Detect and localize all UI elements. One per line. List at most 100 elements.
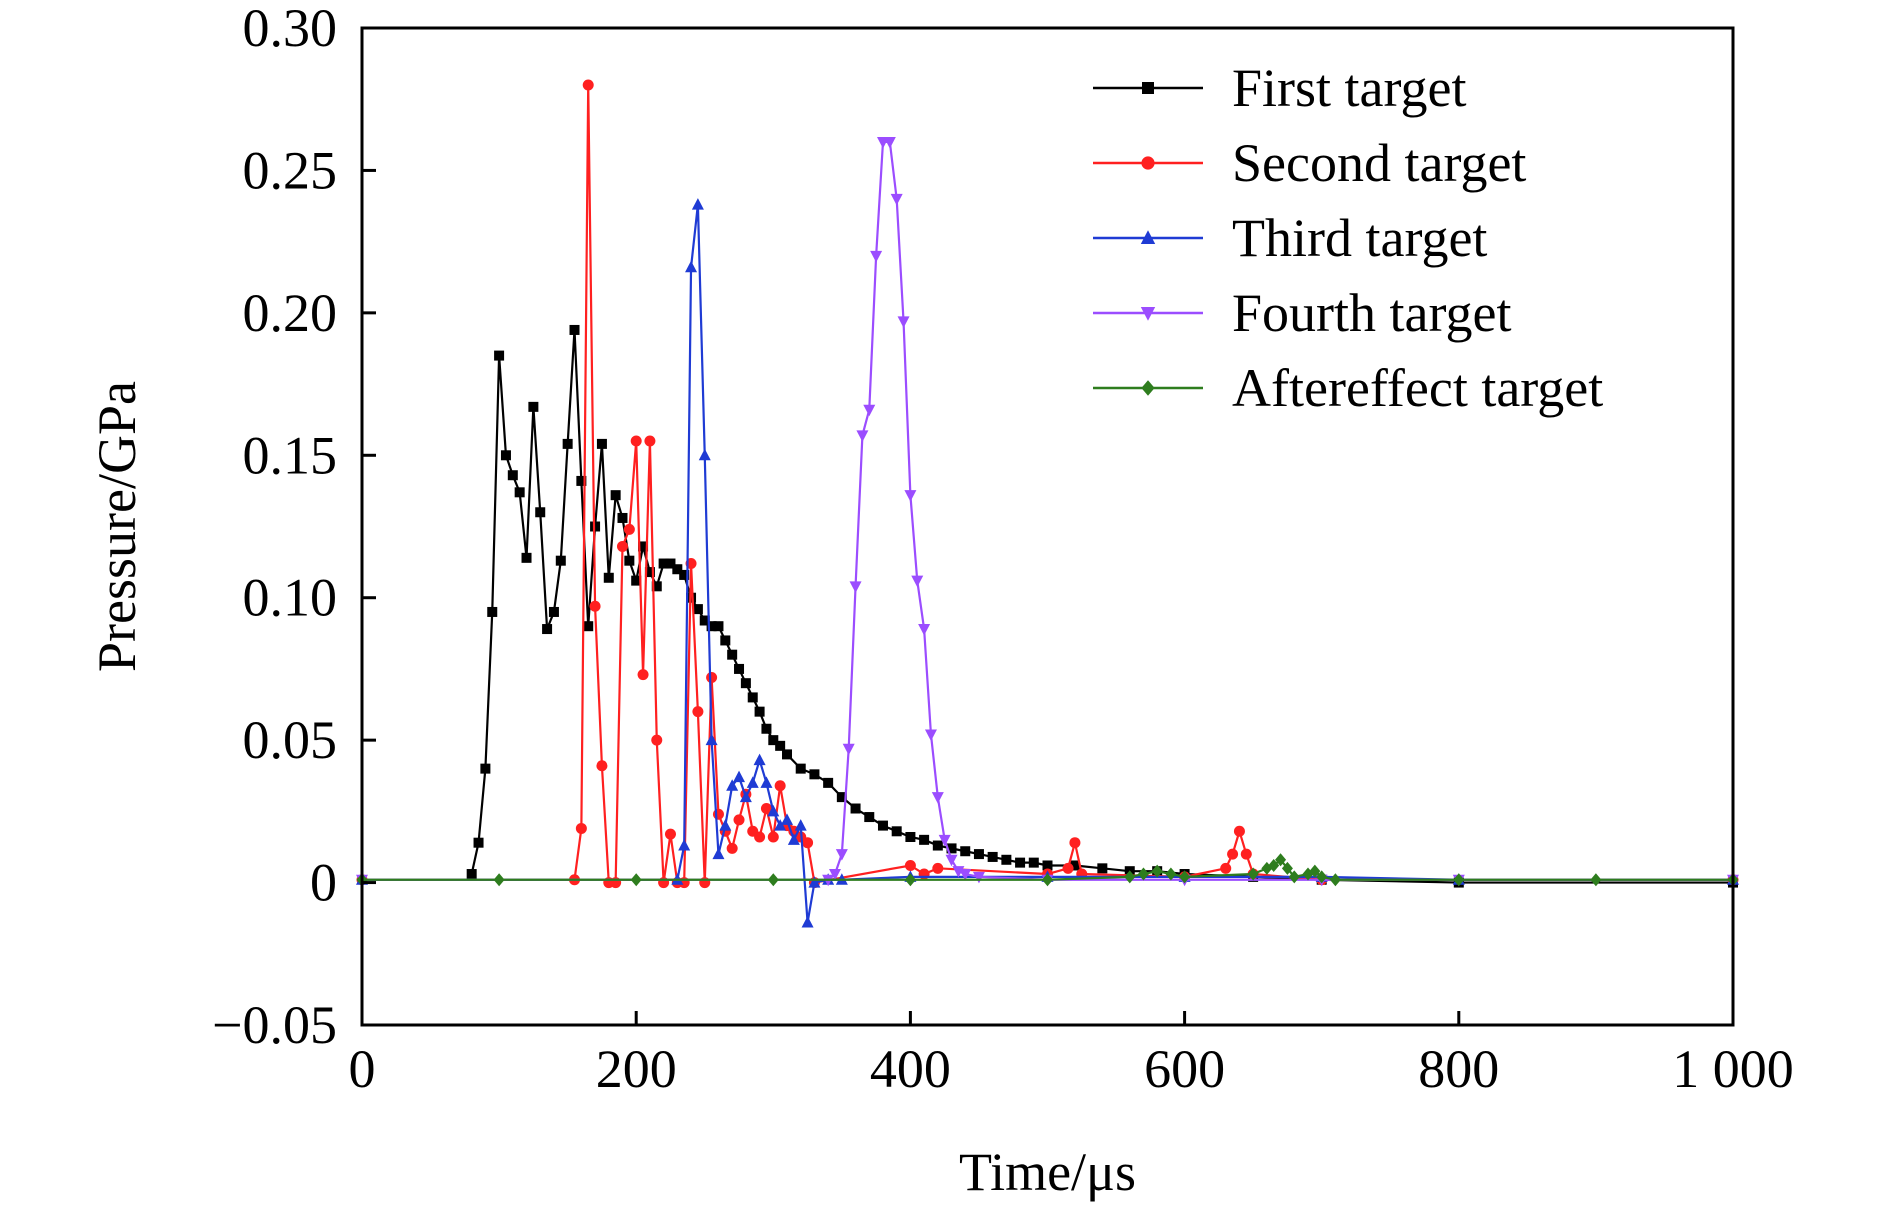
x-tick-label: 1 000 xyxy=(1672,1039,1794,1099)
data-point-first-target xyxy=(576,475,587,486)
y-axis-label: Pressure/GPa xyxy=(87,381,147,672)
data-point-third-target xyxy=(801,915,814,928)
data-point-first-target xyxy=(679,569,690,580)
y-tick-label: 0.20 xyxy=(243,283,338,343)
data-point-first-target xyxy=(1001,854,1012,865)
data-point-fourth-target xyxy=(918,624,931,636)
data-point-third-target xyxy=(767,804,780,817)
data-point-first-target xyxy=(850,803,861,814)
data-point-first-target xyxy=(521,552,532,563)
data-point-third-target xyxy=(705,733,718,746)
data-point-second-target xyxy=(651,734,663,746)
data-point-third-target xyxy=(733,770,746,783)
legend-label: Second target xyxy=(1232,133,1526,193)
data-point-second-target xyxy=(726,842,738,854)
data-point-second-target xyxy=(1240,848,1252,860)
data-point-aftereffect-target xyxy=(1590,873,1602,887)
data-point-first-target xyxy=(658,558,669,569)
data-point-first-target xyxy=(528,401,539,412)
data-point-first-target xyxy=(795,763,806,774)
data-point-first-target xyxy=(466,869,477,880)
data-point-first-target xyxy=(603,572,614,583)
data-point-fourth-target xyxy=(938,834,951,847)
data-point-fourth-target xyxy=(863,404,876,417)
data-point-first-target xyxy=(535,507,546,518)
data-point-aftereffect-target xyxy=(1137,867,1149,881)
data-point-fourth-target xyxy=(883,136,896,149)
data-point-third-target xyxy=(760,776,773,788)
data-point-third-target xyxy=(691,198,704,210)
data-point-fourth-target xyxy=(911,575,924,588)
data-point-second-target xyxy=(596,760,608,772)
data-point-first-target xyxy=(638,541,649,552)
legend-item-first-target: First target xyxy=(1093,58,1466,118)
data-point-third-target xyxy=(787,833,800,845)
x-tick-label: 400 xyxy=(870,1039,951,1099)
data-point-aftereffect-target xyxy=(1124,870,1136,884)
data-point-first-target xyxy=(836,792,847,803)
data-point-third-target xyxy=(678,839,691,851)
data-point-first-target xyxy=(713,621,724,632)
data-point-third-target xyxy=(739,790,752,803)
data-point-fourth-target xyxy=(972,871,985,884)
data-point-first-target xyxy=(960,846,971,857)
data-point-fourth-target xyxy=(890,193,903,206)
data-point-third-target xyxy=(746,776,759,788)
data-point-second-target xyxy=(582,79,594,91)
data-point-first-target xyxy=(823,777,834,788)
data-point-third-target xyxy=(774,819,787,831)
data-point-first-target xyxy=(500,450,511,461)
data-point-second-target xyxy=(589,600,601,612)
data-point-third-target xyxy=(712,847,725,860)
y-tick-label: 0.25 xyxy=(243,140,338,200)
data-point-first-target xyxy=(1097,863,1108,874)
y-tick-label: 0.15 xyxy=(243,425,338,485)
series-aftereffect-target xyxy=(356,853,1739,887)
data-point-first-target xyxy=(720,635,731,646)
plot-frame xyxy=(360,26,1735,1027)
data-point-second-target xyxy=(706,671,718,683)
data-point-aftereffect-target xyxy=(767,873,779,887)
data-point-first-target xyxy=(487,606,498,617)
data-point-fourth-target xyxy=(856,430,869,442)
legend-item-fourth-target: Fourth target xyxy=(1093,283,1511,343)
data-point-first-target xyxy=(617,512,628,523)
data-point-fourth-target xyxy=(842,743,855,756)
data-point-second-target xyxy=(733,814,745,826)
data-point-aftereffect-target xyxy=(1288,870,1300,884)
data-point-second-target xyxy=(616,540,628,552)
data-point-third-target xyxy=(781,813,794,825)
data-point-first-target xyxy=(699,615,710,626)
data-point-second-target xyxy=(904,859,916,871)
legend-swatch-marker xyxy=(1141,156,1155,170)
data-point-second-target xyxy=(712,808,724,820)
data-point-aftereffect-target xyxy=(1329,873,1341,887)
data-point-first-target xyxy=(644,567,655,578)
data-point-third-target xyxy=(808,876,821,888)
data-point-first-target xyxy=(891,826,902,837)
x-tick-label: 200 xyxy=(596,1039,677,1099)
legend-item-aftereffect-target: Aftereffect target xyxy=(1093,358,1603,418)
data-point-second-target xyxy=(774,780,786,792)
data-point-aftereffect-target xyxy=(1042,873,1053,887)
data-point-aftereffect-target xyxy=(1281,861,1293,875)
data-point-fourth-target xyxy=(931,792,944,804)
data-point-first-target xyxy=(507,470,518,481)
legend-swatch-marker xyxy=(1140,230,1156,244)
data-point-first-target xyxy=(480,763,491,774)
data-point-fourth-target xyxy=(828,869,841,881)
data-point-second-target xyxy=(802,837,814,849)
data-point-fourth-target xyxy=(959,869,972,881)
data-point-third-target xyxy=(794,819,807,831)
data-point-second-target xyxy=(630,435,642,447)
data-point-first-target xyxy=(747,692,758,703)
data-point-second-target xyxy=(1227,848,1239,860)
legend-item-third-target: Third target xyxy=(1093,208,1487,268)
x-tick-label: 0 xyxy=(349,1039,376,1099)
data-point-second-target xyxy=(1220,862,1232,874)
data-point-first-target xyxy=(514,487,525,498)
x-axis-label: Time/μs xyxy=(959,1142,1136,1202)
data-point-second-target xyxy=(767,831,779,843)
data-point-first-target xyxy=(932,840,943,851)
